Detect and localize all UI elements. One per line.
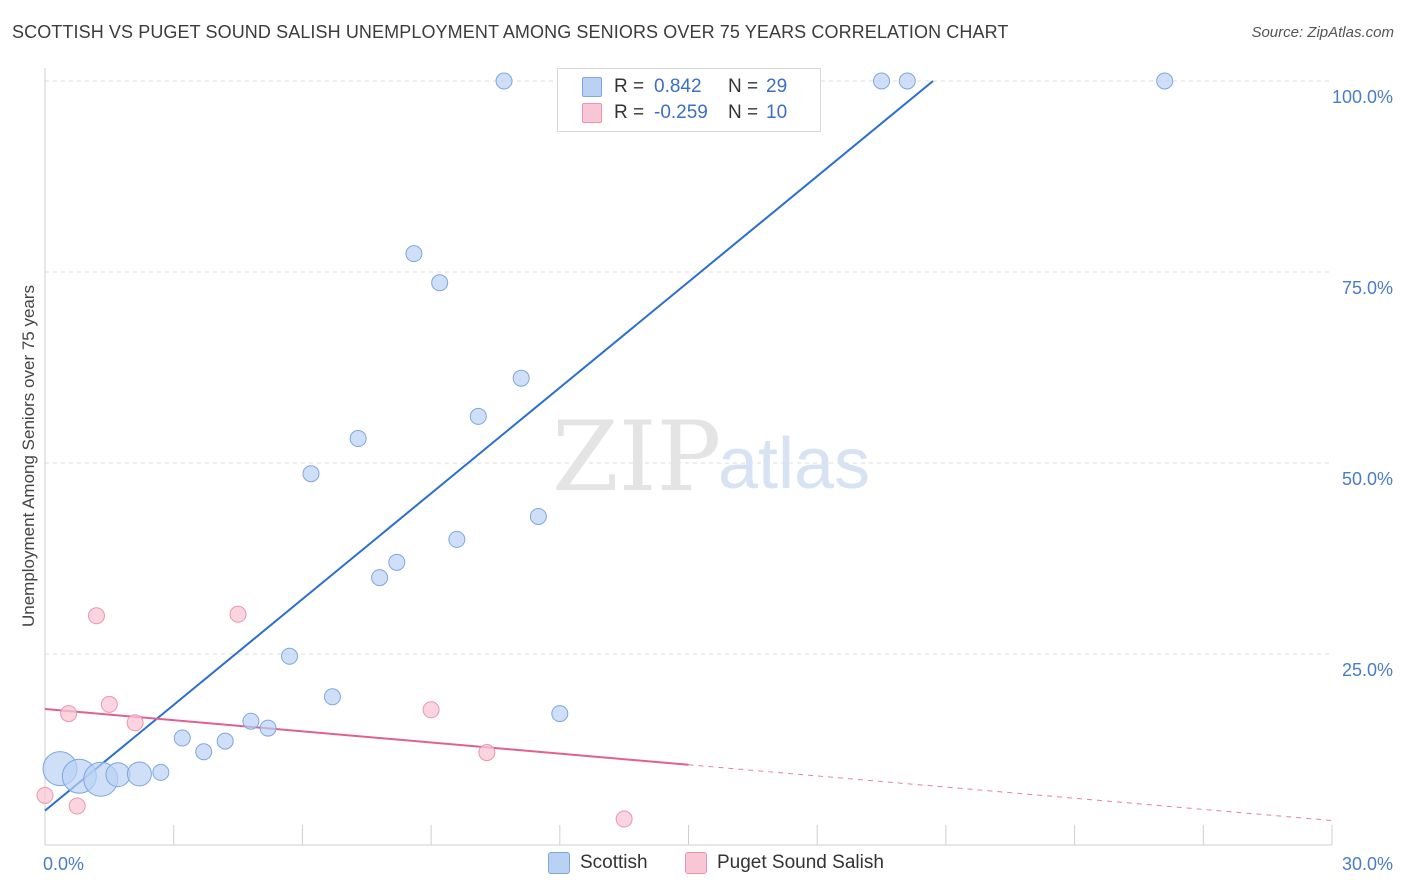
watermark-zip: ZIP <box>552 401 721 513</box>
scottish-point <box>448 530 466 548</box>
legend-item-salish: Puget Sound Salish <box>685 852 884 874</box>
scottish-point <box>323 688 341 706</box>
series-legend: Scottish Puget Sound Salish <box>0 852 1406 878</box>
watermark-atlas: atlas <box>718 424 870 504</box>
x-tick-label: 30.0% <box>1342 854 1393 874</box>
chart-title: SCOTTISH VS PUGET SOUND SALISH UNEMPLOYM… <box>12 22 1009 42</box>
scottish-point <box>126 761 152 787</box>
correlation-legend: R = 0.842 N = 29 R = -0.259 N = 10 <box>557 68 821 132</box>
scottish-point <box>469 407 487 425</box>
y-tick-label: 75.0% <box>1342 278 1393 298</box>
salish-trend-line <box>44 708 689 766</box>
scottish-point <box>259 719 277 737</box>
watermark: ZIP atlas <box>552 401 870 513</box>
scottish-point <box>195 743 213 761</box>
salish-point <box>229 605 247 623</box>
scottish-trend-line <box>44 80 934 812</box>
data-points <box>36 72 1174 828</box>
axes <box>44 68 1333 846</box>
salish-legend-swatch-icon <box>685 852 707 874</box>
salish-point <box>60 705 78 723</box>
salish-point <box>100 695 118 713</box>
y-tick-labels: 25.0% 50.0% 75.0% 100.0% <box>1332 87 1393 680</box>
scottish-point <box>898 72 916 90</box>
salish-point <box>478 744 496 762</box>
scottish-point <box>873 72 891 90</box>
scottish-point <box>242 712 260 730</box>
y-tick-label: 100.0% <box>1332 87 1393 107</box>
scottish-point <box>388 553 406 571</box>
scottish-point <box>495 72 513 90</box>
salish-point <box>422 701 440 719</box>
legend-r-value: -0.259 <box>654 102 708 123</box>
scottish-point <box>152 763 170 781</box>
x-tick-labels: 0.0% 30.0% <box>43 854 1393 874</box>
legend-n-value: 10 <box>766 102 788 123</box>
scottish-point <box>216 732 234 750</box>
scottish-point <box>371 569 389 587</box>
salish-point <box>36 786 54 804</box>
y-axis-label-group: Unemployment Among Seniors over 75 years <box>19 285 38 627</box>
y-tick-label: 25.0% <box>1342 660 1393 680</box>
y-tick-label: 50.0% <box>1342 469 1393 489</box>
scottish-point <box>173 729 191 747</box>
scottish-point <box>512 369 530 387</box>
salish-point <box>87 607 105 625</box>
legend-r-label: R = <box>614 102 645 123</box>
legend-r-value: 0.842 <box>654 76 702 97</box>
scottish-point <box>302 465 320 483</box>
scottish-point <box>529 507 547 525</box>
y-axis-label: Unemployment Among Seniors over 75 years <box>19 285 38 627</box>
salish-point <box>68 797 86 815</box>
salish-swatch-icon <box>582 103 602 123</box>
scottish-swatch-icon <box>582 77 602 97</box>
legend-n-label: N = <box>728 76 759 97</box>
salish-trend-extension <box>688 764 1333 822</box>
scottish-point <box>551 705 569 723</box>
legend-row-scottish: R = 0.842 N = 29 <box>582 74 787 100</box>
legend-item-scottish: Scottish <box>548 852 648 874</box>
salish-point <box>615 810 633 828</box>
scottish-point <box>405 245 423 263</box>
source-label: Source: ZipAtlas.com <box>1251 24 1394 41</box>
scottish-point <box>281 647 299 665</box>
scottish-point <box>349 430 367 448</box>
grid-lines <box>45 80 1332 655</box>
scottish-legend-swatch-icon <box>548 852 570 874</box>
legend-row-salish: R = -0.259 N = 10 <box>582 100 787 126</box>
legend-r-label: R = <box>614 76 645 97</box>
scottish-point <box>1156 72 1174 90</box>
legend-n-value: 29 <box>766 76 788 97</box>
legend-n-label: N = <box>728 102 759 123</box>
scottish-point <box>105 762 131 788</box>
legend-label-scottish: Scottish <box>580 852 648 873</box>
salish-point <box>126 714 144 732</box>
trend-lines <box>44 80 1333 822</box>
scottish-point <box>431 274 449 292</box>
x-tick-label: 0.0% <box>43 854 84 874</box>
legend-label-salish: Puget Sound Salish <box>717 852 884 873</box>
